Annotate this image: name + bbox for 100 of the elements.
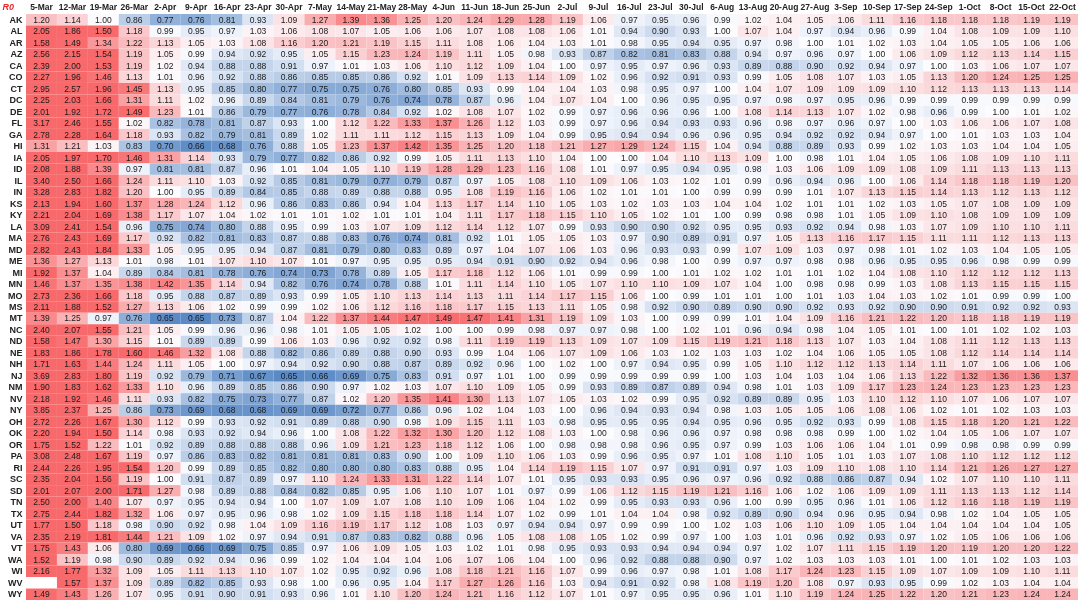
data-label: 1.94 xyxy=(64,198,81,209)
data-label: 0.82 xyxy=(156,118,174,129)
data-label: 1.09 xyxy=(559,72,577,83)
y-tick-label: TX xyxy=(10,508,23,519)
data-label: 1.15 xyxy=(992,279,1010,290)
data-label: 1.97 xyxy=(64,152,81,163)
data-label: 0.89 xyxy=(373,267,391,278)
data-label: 1.19 xyxy=(435,49,453,60)
x-tick-label: 30-Jul xyxy=(678,1,704,12)
data-label: 1.02 xyxy=(559,359,577,370)
data-label: 1.01 xyxy=(621,187,638,198)
data-label: 1.11 xyxy=(837,543,855,554)
data-label: 0.79 xyxy=(218,129,236,140)
data-label: 1.07 xyxy=(528,393,546,404)
data-label: 0.96 xyxy=(930,106,948,117)
data-label: 1.05 xyxy=(1054,244,1072,255)
data-label: 1.33 xyxy=(126,244,143,255)
data-label: 2.18 xyxy=(33,393,51,404)
data-label: 1.49 xyxy=(33,589,51,600)
data-label: 0.94 xyxy=(775,129,793,140)
data-label: 0.95 xyxy=(559,543,577,554)
data-label: 1.50 xyxy=(64,520,81,531)
data-label: 0.90 xyxy=(404,451,422,462)
data-label: 1.08 xyxy=(899,164,917,175)
data-label: 0.87 xyxy=(280,233,298,244)
data-label: 1.13 xyxy=(528,302,546,312)
data-label: 2.13 xyxy=(33,198,51,209)
data-label: 1.47 xyxy=(466,313,484,324)
data-label: 0.69 xyxy=(218,543,236,554)
data-label: 1.25 xyxy=(466,141,484,152)
data-label: 1.18 xyxy=(930,14,948,25)
data-label: 0.93 xyxy=(466,83,484,94)
data-label: 1.22 xyxy=(899,589,917,600)
data-label: 1.03 xyxy=(652,347,669,358)
data-label: 1.10 xyxy=(187,175,205,186)
data-label: 1.02 xyxy=(930,244,948,255)
data-label: 1.20 xyxy=(1054,175,1072,186)
y-tick-label: TN xyxy=(10,497,23,508)
data-label: 0.90 xyxy=(311,382,329,393)
data-label: 1.07 xyxy=(497,106,515,117)
data-label: 1.09 xyxy=(590,175,607,186)
data-label: 1.12 xyxy=(528,589,546,600)
data-label: 0.97 xyxy=(466,370,484,381)
data-label: 0.99 xyxy=(466,347,484,358)
data-label: 2.48 xyxy=(64,451,81,462)
data-label: 1.06 xyxy=(837,485,855,496)
data-label: 1.06 xyxy=(899,175,917,186)
data-label: 1.83 xyxy=(64,382,81,393)
data-label: 0.79 xyxy=(187,370,205,381)
y-tick-label: FL xyxy=(11,118,23,129)
data-label: 1.08 xyxy=(930,336,948,347)
data-label: 1.46 xyxy=(126,152,143,163)
data-label: 1.13 xyxy=(466,290,484,301)
data-label: 0.95 xyxy=(652,451,669,462)
data-label: 1.06 xyxy=(559,26,577,37)
data-label: 0.98 xyxy=(868,244,886,255)
data-label: 0.88 xyxy=(218,439,236,450)
data-label: 1.01 xyxy=(497,485,515,496)
data-label: 0.91 xyxy=(682,72,700,83)
data-label: 1.06 xyxy=(497,37,515,48)
data-label: 0.92 xyxy=(404,72,422,83)
data-label: 1.18 xyxy=(435,439,453,450)
data-label: 1.81 xyxy=(95,531,112,542)
y-tick-label: SD xyxy=(9,485,23,496)
data-label: 1.72 xyxy=(95,106,112,117)
data-label: 0.98 xyxy=(682,508,700,519)
data-label: 0.80 xyxy=(249,83,267,94)
data-label: 2.78 xyxy=(33,129,51,140)
data-label: 0.74 xyxy=(187,221,205,232)
data-label: 0.96 xyxy=(590,405,607,416)
data-label: 1.06 xyxy=(404,485,422,496)
data-label: 1.25 xyxy=(64,313,81,324)
data-label: 0.96 xyxy=(682,129,700,140)
data-label: 1.02 xyxy=(961,508,979,519)
data-label: 1.11 xyxy=(961,164,978,175)
data-label: 1.13 xyxy=(156,302,174,312)
x-tick-label: 24-Sep xyxy=(924,1,953,12)
data-label: 1.11 xyxy=(373,129,391,140)
data-label: 1.03 xyxy=(930,118,948,129)
data-label: 1.01 xyxy=(713,566,731,577)
data-label: 1.00 xyxy=(1054,290,1072,301)
data-label: 1.10 xyxy=(435,485,453,496)
data-label: 1.12 xyxy=(466,439,484,450)
data-label: 0.94 xyxy=(249,244,267,255)
data-label: 1.00 xyxy=(156,474,174,485)
data-label: 1.23 xyxy=(156,106,174,117)
data-label: 0.95 xyxy=(621,416,638,427)
data-label: 1.53 xyxy=(95,60,112,71)
y-tick-label: NV xyxy=(9,393,23,404)
data-label: 1.82 xyxy=(95,187,112,198)
data-label: 1.92 xyxy=(64,393,81,404)
data-label: 0.96 xyxy=(218,324,236,335)
data-label: 0.77 xyxy=(280,106,298,117)
data-label: 1.37 xyxy=(435,118,453,129)
data-label: 0.98 xyxy=(682,566,700,577)
data-label: 1.05 xyxy=(775,233,793,244)
data-label: 0.76 xyxy=(187,14,205,25)
data-label: 1.10 xyxy=(992,221,1010,232)
data-label: 1.56 xyxy=(95,474,112,485)
y-tick-label: CA xyxy=(9,60,23,71)
